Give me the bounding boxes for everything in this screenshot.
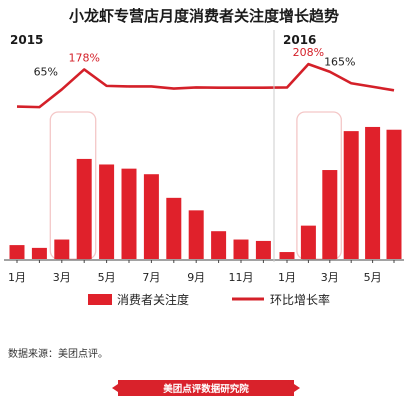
- bar: [143, 174, 159, 259]
- legend-line-label: 环比增长率: [270, 292, 330, 307]
- bar: [121, 168, 137, 259]
- source-note: 数据来源：美团点评。: [8, 347, 108, 360]
- bar: [9, 245, 25, 259]
- bar: [322, 170, 338, 259]
- line-layer: [16, 62, 395, 109]
- data-label: 208%: [293, 46, 324, 59]
- x-tick-label: 5月: [98, 271, 116, 284]
- legend-bar-label: 消费者关注度: [117, 292, 189, 307]
- data-label: 165%: [324, 56, 355, 69]
- data-label: 65%: [34, 65, 58, 78]
- highlight-box: [296, 111, 342, 260]
- growth-rate-line: [16, 62, 395, 109]
- year-label: 2016: [283, 33, 316, 47]
- bar: [279, 252, 295, 259]
- x-tick-label: 11月: [229, 271, 254, 284]
- axis-layer: 1月 3月 5月 7月 9月 11月 1月 3月 5月: [4, 30, 404, 284]
- x-tick-label: 3月: [53, 271, 71, 284]
- year-layer: 2015 2016: [10, 33, 316, 47]
- bar: [54, 239, 70, 259]
- highlight-layer: [49, 111, 342, 260]
- brand-banner: 美团点评数据研究院: [112, 380, 300, 396]
- bar: [233, 239, 249, 259]
- chart-title: 小龙虾专营店月度消费者关注度增长趋势: [69, 7, 339, 25]
- x-tick-label: 3月: [321, 271, 339, 284]
- x-tick-label: 5月: [364, 271, 382, 284]
- bar: [386, 129, 402, 259]
- legend-bar-swatch: [88, 294, 112, 305]
- data-label: 178%: [68, 51, 99, 64]
- brand-banner-bg: [118, 380, 294, 396]
- bar: [99, 164, 115, 259]
- bar: [31, 247, 47, 259]
- brand-text: 美团点评数据研究院: [162, 383, 249, 395]
- x-tick-label: 1月: [8, 271, 26, 284]
- bar: [188, 210, 204, 259]
- bar: [76, 158, 92, 259]
- annotation-layer: 65% 178% 208%165%: [34, 46, 356, 78]
- bar: [211, 231, 227, 259]
- bar-layer: [9, 126, 402, 259]
- bar: [343, 131, 359, 259]
- x-tick-label: 9月: [187, 271, 205, 284]
- x-tick-label: 7月: [142, 271, 160, 284]
- x-tick-label: 1月: [278, 271, 296, 284]
- bar: [166, 197, 182, 259]
- brand-banner-left-tip: [112, 380, 124, 396]
- brand-banner-right-tip: [288, 380, 300, 396]
- legend: 消费者关注度 环比增长率: [88, 292, 330, 307]
- bar: [300, 225, 316, 259]
- year-label: 2015: [10, 33, 43, 47]
- highlight-box: [49, 111, 97, 260]
- bar: [255, 240, 271, 259]
- bar: [365, 126, 381, 259]
